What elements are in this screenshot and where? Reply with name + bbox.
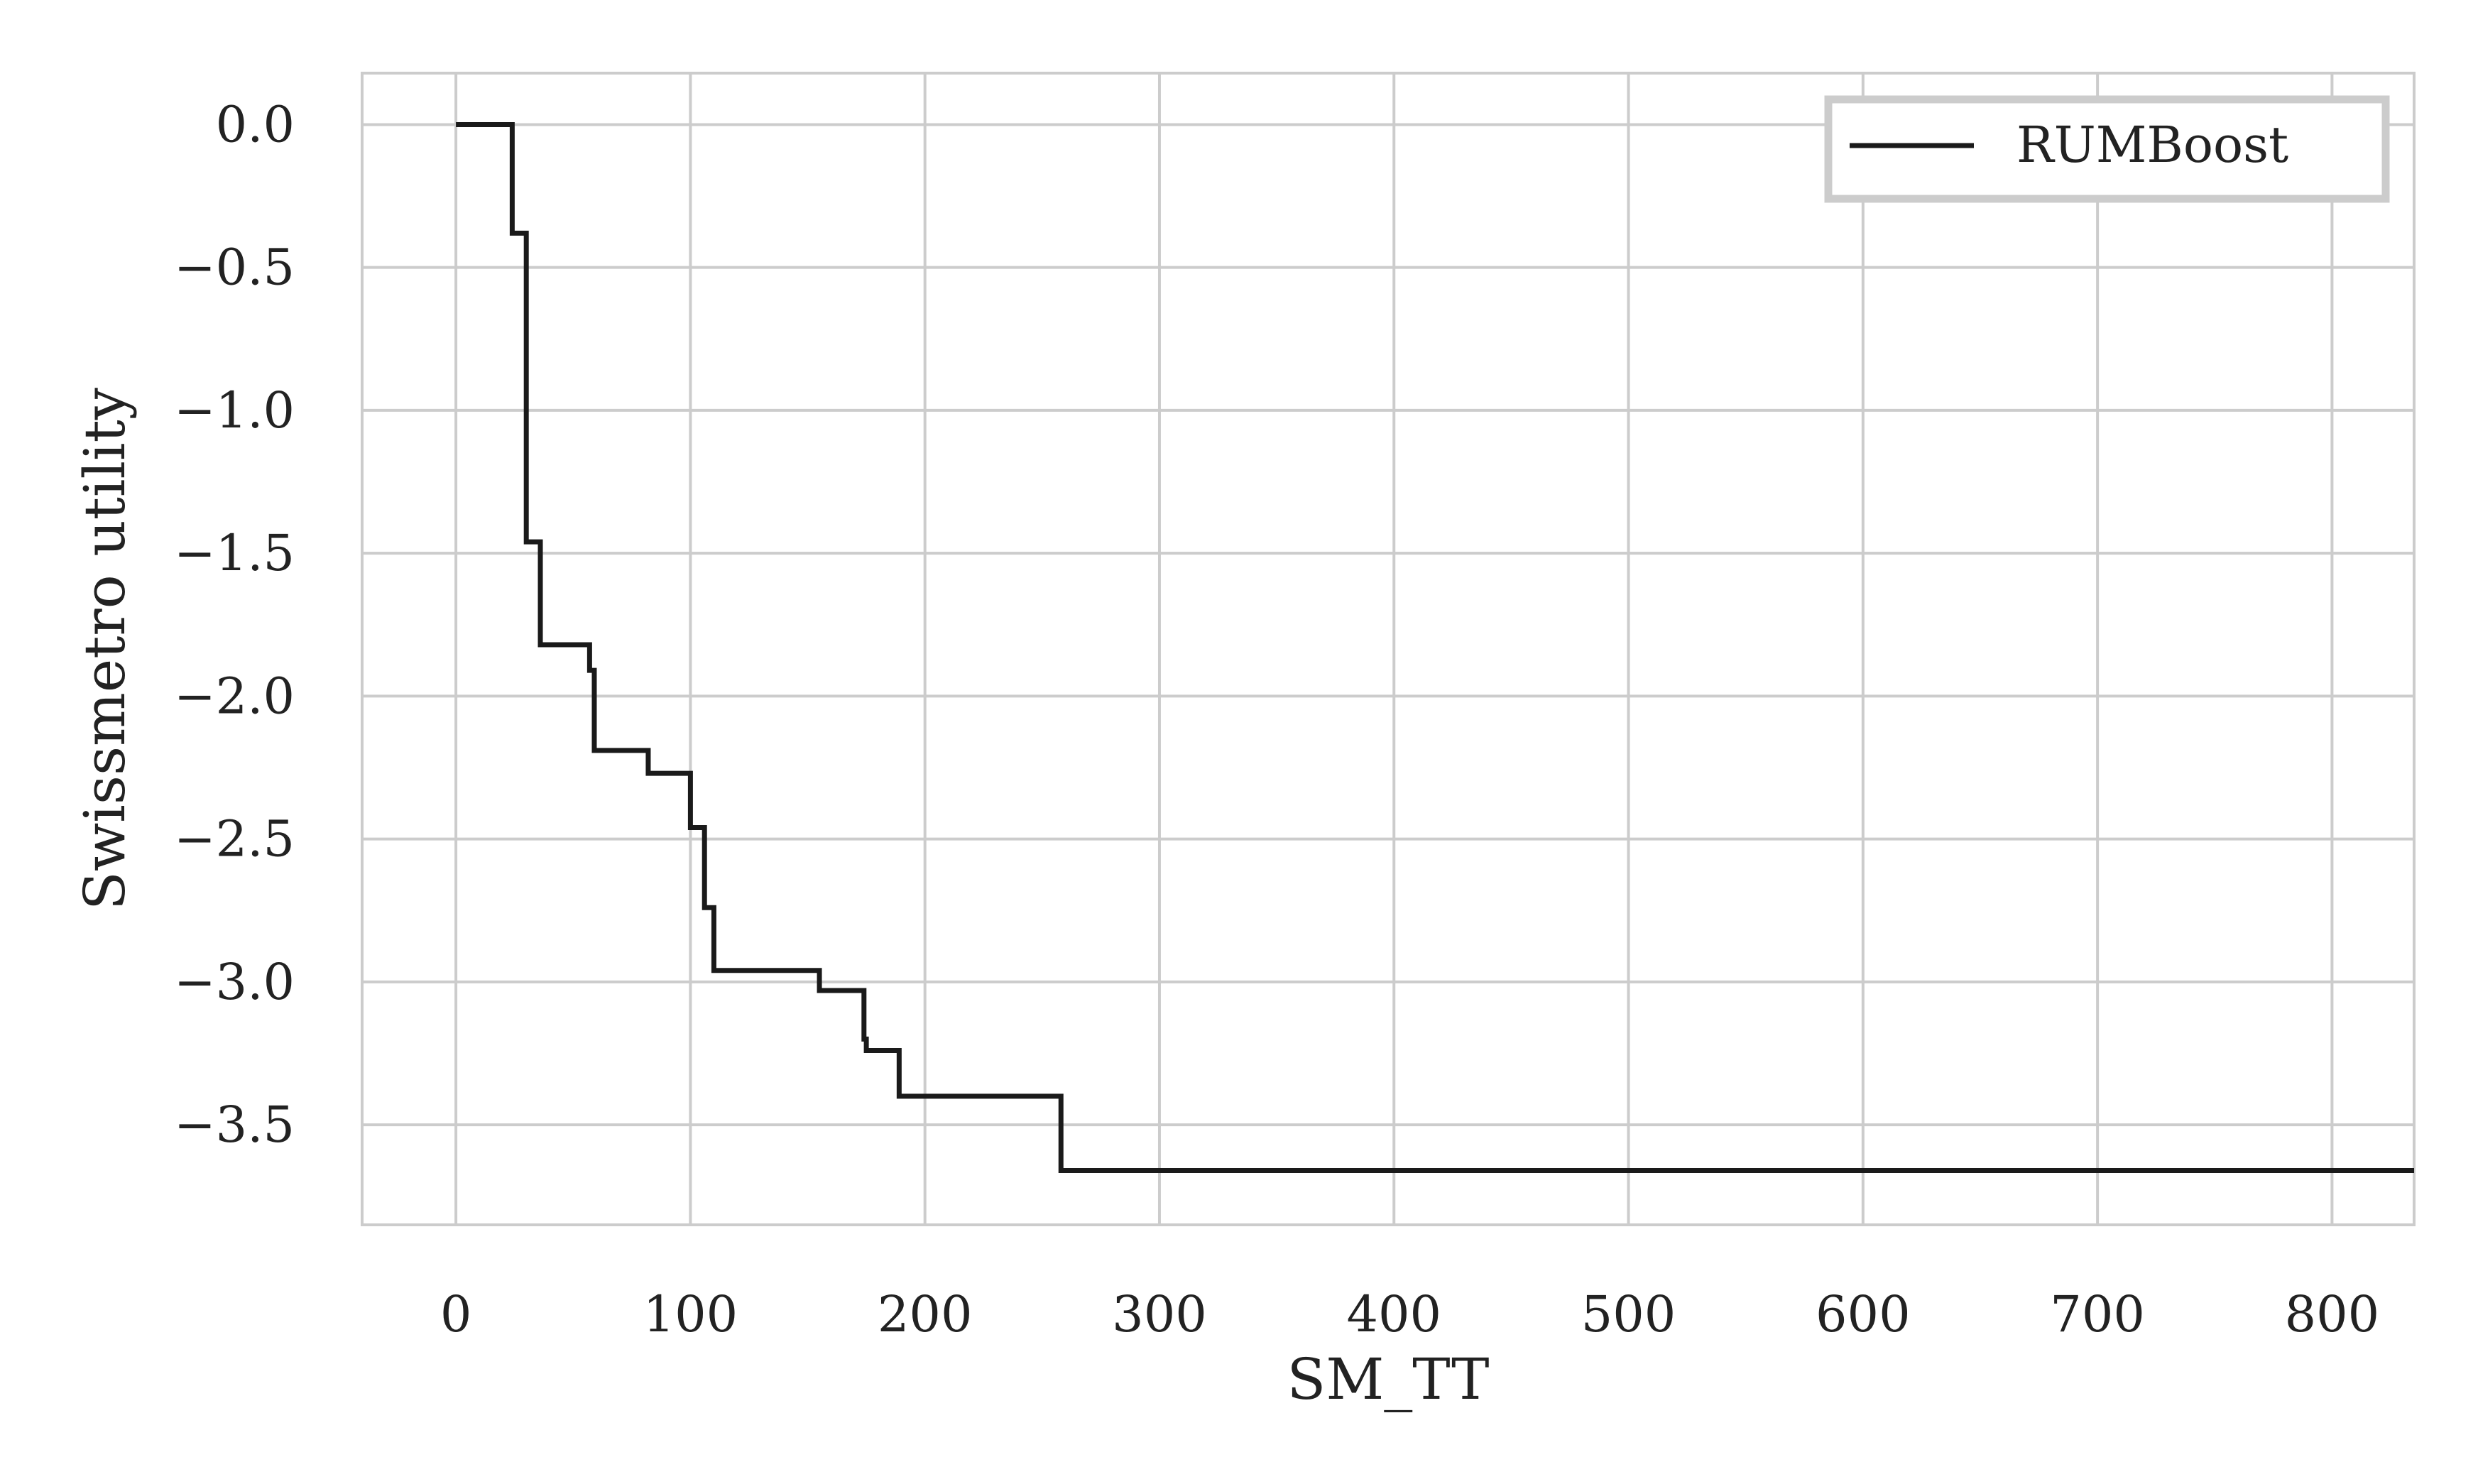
- x-axis-label: SM_TT: [1287, 1346, 1490, 1412]
- plot-frame: [361, 72, 2416, 1226]
- y-tick-label: −0.5: [174, 239, 295, 297]
- y-tick-label: −3.5: [174, 1096, 295, 1154]
- x-tick-label: 800: [2285, 1285, 2380, 1343]
- y-tick-label: −2.0: [174, 667, 295, 725]
- legend: RUMBoost: [1824, 95, 2390, 203]
- x-tick-label: 0: [440, 1285, 472, 1343]
- x-tick-label: 200: [878, 1285, 973, 1343]
- x-tick-label: 300: [1112, 1285, 1207, 1343]
- y-tick-label: −3.0: [174, 953, 295, 1011]
- legend-box: [1824, 95, 2390, 203]
- x-tick-label: 600: [1816, 1285, 1911, 1343]
- x-tick-label: 500: [1581, 1285, 1676, 1343]
- y-tick-labels: 0.0 −0.5 −1.0 −1.5 −2.0 −2.5 −3.0 −3.5: [174, 95, 295, 1154]
- y-tick-label: 0.0: [216, 95, 295, 153]
- series-layer: [456, 121, 2414, 1174]
- y-tick-label: −1.5: [174, 524, 295, 582]
- y-tick-label: −2.5: [174, 810, 295, 868]
- series-line-rumboost: [456, 121, 2414, 1174]
- y-axis-label: Swissmetro utility: [72, 388, 138, 910]
- x-tick-label: 700: [2050, 1285, 2145, 1343]
- x-tick-labels: 0 100 200 300 400 500 600 700 800: [440, 1285, 2379, 1343]
- x-tick-label: 400: [1346, 1285, 1441, 1343]
- grid: [362, 73, 2414, 1225]
- legend-label-rumboost: RUMBoost: [2016, 116, 2288, 174]
- y-tick-label: −1.0: [174, 381, 295, 440]
- x-tick-label: 100: [643, 1285, 738, 1343]
